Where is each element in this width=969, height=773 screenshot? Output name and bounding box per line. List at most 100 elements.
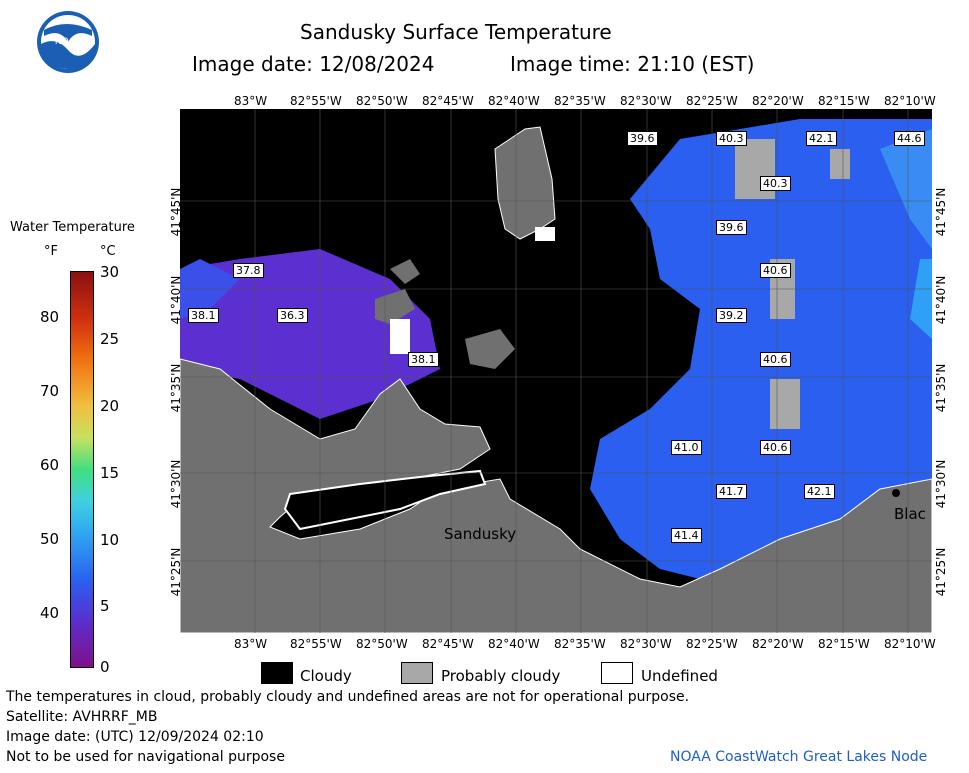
undefined-patch bbox=[390, 319, 410, 354]
colorbar-c-tick: 20 bbox=[100, 397, 120, 415]
place-label-sandusky: Sandusky bbox=[444, 525, 517, 543]
temperature-label: 38.1 bbox=[188, 308, 219, 323]
lon-label-bottom: 82°30'W bbox=[620, 637, 672, 651]
temperature-label: 39.2 bbox=[716, 308, 747, 323]
image-time: Image time: 21:10 (EST) bbox=[510, 52, 755, 76]
colorbar-c-tick: 30 bbox=[100, 263, 120, 281]
legend-probably-cloudy-label: Probably cloudy bbox=[441, 667, 561, 685]
lon-label-top: 82°40'W bbox=[488, 94, 540, 108]
colorbar-c-tick: 10 bbox=[100, 531, 120, 549]
lat-label-left: 41°40'N bbox=[169, 275, 183, 325]
lon-label-top: 82°45'W bbox=[422, 94, 474, 108]
temperature-label: 41.0 bbox=[671, 440, 702, 455]
temperature-label: 40.6 bbox=[760, 440, 791, 455]
place-label-bay: Blac bbox=[894, 505, 926, 523]
lon-label-bottom: 82°40'W bbox=[488, 637, 540, 651]
temperature-label: 36.3 bbox=[277, 308, 308, 323]
legend-probably-cloudy-swatch bbox=[401, 662, 433, 684]
temperature-label: 40.6 bbox=[760, 263, 791, 278]
legend-cloudy-swatch bbox=[261, 662, 293, 684]
lon-label-bottom: 82°15'W bbox=[818, 637, 870, 651]
lon-label-bottom: 82°50'W bbox=[356, 637, 408, 651]
colorbar bbox=[70, 271, 94, 668]
lon-label-top: 82°15'W bbox=[818, 94, 870, 108]
lon-label-top: 83°W bbox=[234, 94, 268, 108]
lon-label-bottom: 82°45'W bbox=[422, 637, 474, 651]
lon-label-top: 82°25'W bbox=[686, 94, 738, 108]
lon-label-bottom: 82°35'W bbox=[554, 637, 606, 651]
temperature-label: 41.7 bbox=[716, 484, 747, 499]
footer-utc-date: Image date: (UTC) 12/09/2024 02:10 bbox=[6, 729, 264, 745]
colorbar-f-tick: 40 bbox=[40, 604, 60, 622]
map-panel: Sandusky Blac 39.6 40.3 42.1 44.6 40.3 3… bbox=[180, 109, 932, 633]
map-grid bbox=[180, 109, 932, 633]
lat-label-left: 41°35'N bbox=[169, 363, 183, 413]
city-marker bbox=[892, 489, 900, 497]
temperature-label: 39.6 bbox=[627, 131, 658, 146]
colorbar-unit-c: °C bbox=[100, 244, 116, 259]
water-blue-east bbox=[590, 119, 932, 579]
footer-nav-warning: Not to be used for navigational purpose bbox=[6, 749, 285, 765]
water-purple-west bbox=[180, 249, 440, 419]
colorbar-c-tick: 15 bbox=[100, 464, 120, 482]
lat-label-right: 41°25'N bbox=[934, 547, 948, 597]
lon-label-bottom: 83°W bbox=[234, 637, 268, 651]
lat-label-left: 41°25'N bbox=[169, 547, 183, 597]
temperature-label: 40.6 bbox=[760, 352, 791, 367]
lon-label-top: 82°35'W bbox=[554, 94, 606, 108]
prob-cloud-patch bbox=[830, 149, 850, 179]
lon-label-bottom: 82°10'W bbox=[884, 637, 936, 651]
lon-label-top: 82°30'W bbox=[620, 94, 672, 108]
lat-label-right: 41°40'N bbox=[934, 275, 948, 325]
colorbar-f-tick: 70 bbox=[40, 382, 60, 400]
legend-undefined-swatch bbox=[601, 662, 633, 684]
temperature-label: 37.8 bbox=[233, 263, 264, 278]
map-svg bbox=[180, 109, 932, 633]
map-title: Sandusky Surface Temperature bbox=[300, 20, 612, 44]
footer-satellite: Satellite: AVHRRF_MB bbox=[6, 709, 158, 725]
footer-credit: NOAA CoastWatch Great Lakes Node bbox=[670, 749, 928, 765]
lat-label-left: 41°45'N bbox=[169, 187, 183, 237]
lon-label-top: 82°20'W bbox=[752, 94, 804, 108]
lon-label-bottom: 82°25'W bbox=[686, 637, 738, 651]
lat-label-right: 41°45'N bbox=[934, 187, 948, 237]
island-bass-1 bbox=[390, 259, 420, 284]
colorbar-c-tick: 0 bbox=[100, 658, 110, 676]
lon-label-top: 82°55'W bbox=[290, 94, 342, 108]
water-light-northeast bbox=[880, 129, 932, 249]
temperature-label: 40.3 bbox=[716, 131, 747, 146]
temperature-label: 41.4 bbox=[671, 528, 702, 543]
temperature-label: 40.3 bbox=[760, 176, 791, 191]
colorbar-f-tick: 80 bbox=[40, 308, 60, 326]
temperature-label: 39.6 bbox=[716, 220, 747, 235]
image-date: Image date: 12/08/2024 bbox=[192, 52, 435, 76]
lat-label-right: 41°30'N bbox=[934, 459, 948, 509]
colorbar-unit-f: °F bbox=[44, 244, 58, 259]
colorbar-c-tick: 5 bbox=[100, 597, 110, 615]
land-mainland bbox=[180, 358, 932, 633]
colorbar-c-tick: 25 bbox=[100, 330, 120, 348]
noaa-logo-text: NOAA bbox=[55, 37, 82, 47]
lat-label-right: 41°35'N bbox=[934, 363, 948, 413]
lon-label-bottom: 82°20'W bbox=[752, 637, 804, 651]
colorbar-f-tick: 60 bbox=[40, 456, 60, 474]
temperature-label: 42.1 bbox=[806, 131, 837, 146]
legend-undefined-label: Undefined bbox=[641, 667, 718, 685]
island-kelleys bbox=[494, 126, 556, 240]
temperature-label: 42.1 bbox=[804, 484, 835, 499]
temperature-label: 38.1 bbox=[408, 352, 439, 367]
prob-cloud-patch bbox=[770, 379, 800, 429]
lon-label-top: 82°10'W bbox=[884, 94, 936, 108]
lon-label-top: 82°50'W bbox=[356, 94, 408, 108]
water-light-east bbox=[910, 259, 932, 339]
lat-label-left: 41°30'N bbox=[169, 459, 183, 509]
legend-cloudy-label: Cloudy bbox=[300, 667, 352, 685]
noaa-logo: NOAA bbox=[36, 10, 100, 74]
island-bass-3 bbox=[465, 329, 515, 369]
colorbar-title: Water Temperature bbox=[10, 220, 135, 235]
colorbar-f-tick: 50 bbox=[40, 530, 60, 548]
temperature-label: 44.6 bbox=[894, 131, 925, 146]
footer-disclaimer: The temperatures in cloud, probably clou… bbox=[6, 689, 690, 705]
lon-label-bottom: 82°55'W bbox=[290, 637, 342, 651]
noaa-logo-icon: NOAA bbox=[37, 11, 99, 73]
